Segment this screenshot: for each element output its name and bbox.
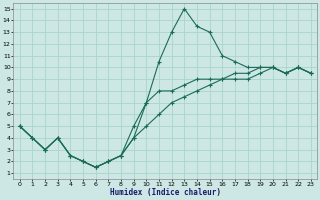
X-axis label: Humidex (Indice chaleur): Humidex (Indice chaleur) (110, 188, 221, 197)
